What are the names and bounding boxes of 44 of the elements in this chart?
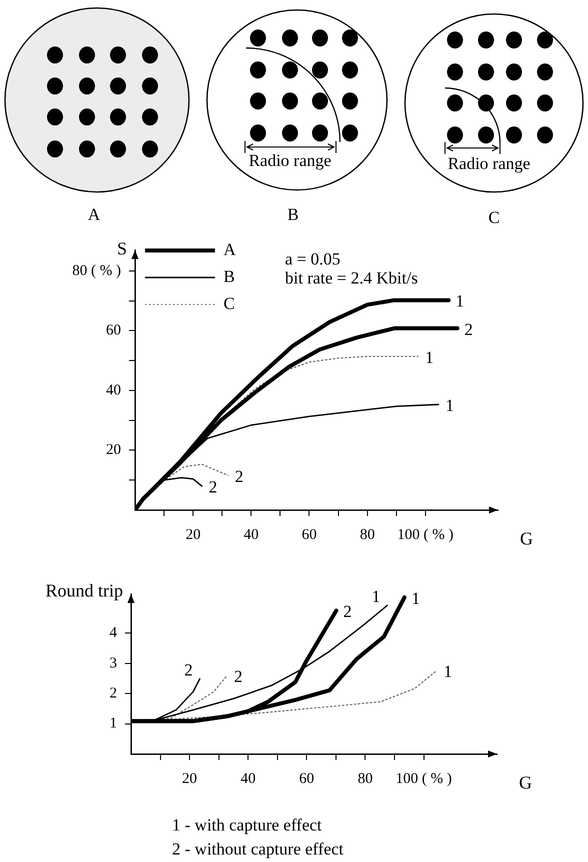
y-axis-title: S xyxy=(116,238,127,259)
annotation: 1 xyxy=(444,662,452,682)
annotation: 2 xyxy=(234,466,244,486)
y-tick-label: 40 xyxy=(106,382,121,398)
annotation: 2 xyxy=(184,660,193,680)
category-label: A xyxy=(88,205,101,224)
x-tick-label: 40 xyxy=(240,770,256,787)
annotation: 2 xyxy=(464,320,473,339)
annotation: 2 xyxy=(343,602,352,622)
x-tick-label: 80 xyxy=(360,526,375,543)
x-tick-label: 60 xyxy=(299,770,314,787)
legend-label: B xyxy=(224,266,235,286)
annotation: 1 xyxy=(372,586,380,606)
text: 2 - without capture effect xyxy=(172,839,344,858)
y-axis-title: Round trip xyxy=(45,580,123,601)
annotation: bit rate = 2.4 Kbit/s xyxy=(285,268,418,288)
category-label: B xyxy=(287,205,299,224)
y-tick-label: 80 ( % ) xyxy=(72,262,121,279)
category-label: C xyxy=(488,208,500,227)
y-tick-label: 4 xyxy=(110,625,118,642)
x-axis-title: G xyxy=(520,528,533,549)
annotation: 1 xyxy=(411,588,420,608)
x-tick-label: 80 xyxy=(358,770,373,787)
legend-label: A xyxy=(224,240,236,259)
x-tick-label: 60 xyxy=(302,526,317,543)
x-tick-label: 40 xyxy=(244,526,259,543)
annotation: 2 xyxy=(208,478,218,497)
y-tick-label: 3 xyxy=(110,655,117,672)
annotation: 1 xyxy=(425,348,434,367)
x-tick-label: 20 xyxy=(186,526,201,543)
legend-label: C xyxy=(224,294,235,313)
x-axis-title: G xyxy=(519,772,532,793)
x-tick-label: 100 ( % ) xyxy=(396,770,452,787)
y-tick-label: 1 xyxy=(110,716,117,732)
y-tick-label: 2 xyxy=(110,686,117,702)
annotation: a = 0.05 xyxy=(285,249,340,268)
x-tick-label: 100 ( % ) xyxy=(397,526,454,543)
y-tick-label: 20 xyxy=(106,442,121,458)
text: 1 - with capture effect xyxy=(172,815,322,834)
annotation: 1 xyxy=(456,292,464,311)
annotation: 2 xyxy=(234,666,243,686)
x-tick-label: 20 xyxy=(182,770,198,787)
annotation: 1 xyxy=(445,396,454,415)
y-tick-label: 60 xyxy=(106,322,121,339)
